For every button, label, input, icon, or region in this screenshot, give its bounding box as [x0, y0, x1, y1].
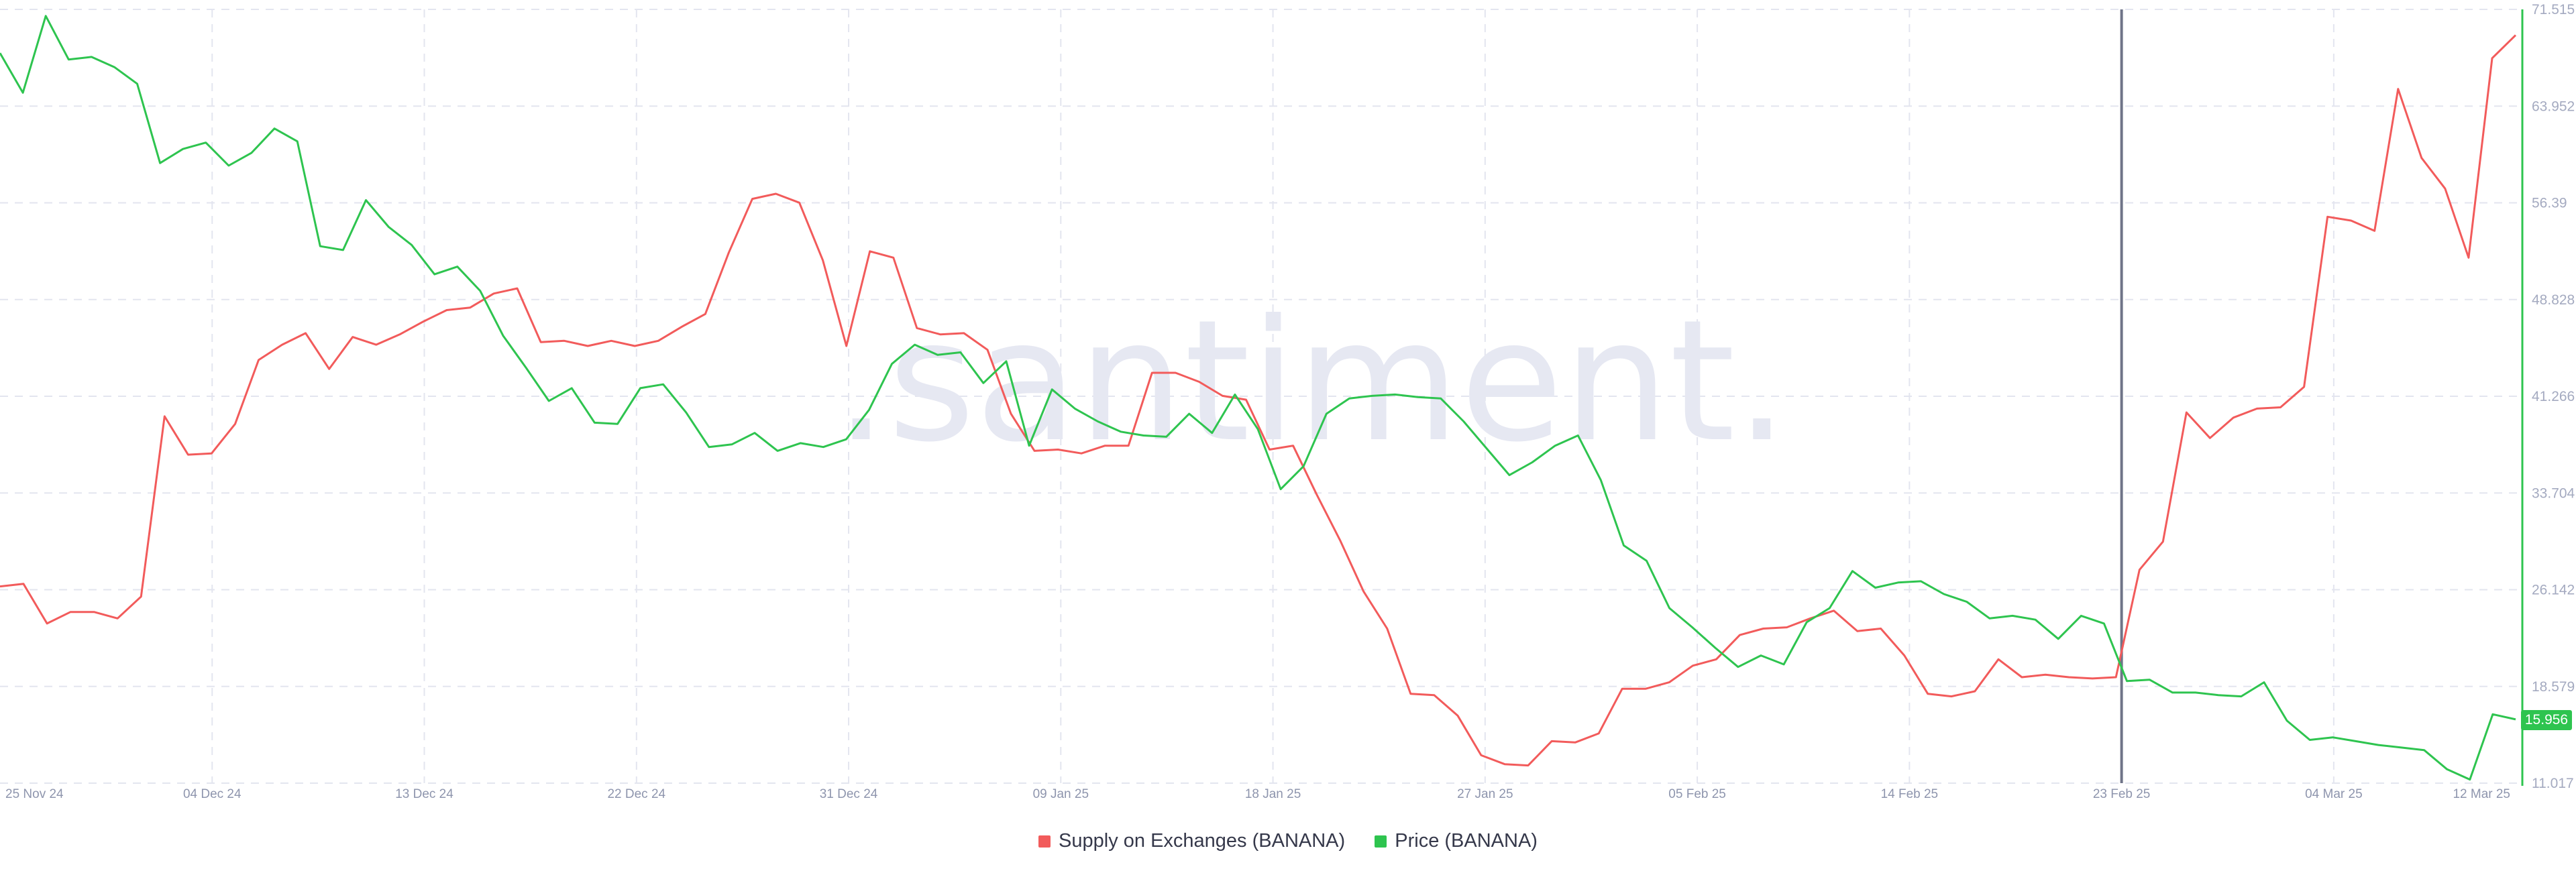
gridlines [0, 9, 2522, 784]
y-tick-label: 11.017 [2532, 776, 2574, 791]
x-tick-label: 22 Dec 24 [607, 787, 665, 801]
x-tick-label: 25 Nov 24 [5, 787, 64, 801]
legend-label-supply: Supply on Exchanges (BANANA) [1059, 830, 1346, 852]
y-tick-label: 63.952 [2532, 99, 2575, 114]
x-axis-tick-labels: 25 Nov 24 04 Dec 24 13 Dec 24 22 Dec 24 31 D… [5, 787, 2510, 801]
y-tick-label: 18.579 [2532, 679, 2575, 695]
legend-item-price[interactable]: Price (BANANA) [1375, 830, 1538, 852]
x-tick-label: 18 Jan 25 [1245, 787, 1301, 801]
supply-series-line [0, 34, 2517, 767]
y-tick-label: 26.142 [2532, 583, 2575, 598]
x-tick-label: 09 Jan 25 [1033, 787, 1089, 801]
y-tick-label: 71.515 [2532, 2, 2575, 17]
x-tick-label: 31 Dec 24 [820, 787, 878, 801]
y-tick-label: 33.704 [2532, 485, 2575, 501]
x-tick-label: 12 Mar 25 [2453, 787, 2510, 801]
x-tick-label: 23 Feb 25 [2093, 787, 2151, 801]
y-axis-tick-labels: 71.515 63.952 56.39 48.828 41.266 33.704 26.14… [2532, 2, 2575, 791]
price-series-line [0, 15, 2516, 781]
legend-item-supply[interactable]: Supply on Exchanges (BANANA) [1038, 830, 1345, 852]
x-tick-label: 13 Dec 24 [395, 787, 453, 801]
y-tick-label: 56.39 [2532, 196, 2567, 211]
legend: Supply on Exchanges (BANANA) Price (BANA… [0, 830, 2576, 853]
series-lines [0, 15, 2517, 781]
x-tick-label: 04 Mar 25 [2305, 787, 2363, 801]
x-tick-label: 05 Feb 25 [1668, 787, 1726, 801]
legend-swatch-price [1375, 835, 1387, 848]
y-tick-label: 48.828 [2532, 292, 2575, 308]
y-tick-label: 41.266 [2532, 389, 2575, 404]
current-price-badge: 15.956 [2521, 709, 2572, 730]
x-tick-label: 27 Jan 25 [1457, 787, 1513, 801]
legend-swatch-supply [1038, 835, 1051, 848]
x-tick-label: 14 Feb 25 [1881, 787, 1939, 801]
legend-label-price: Price (BANANA) [1395, 830, 1538, 852]
x-tick-label: 04 Dec 24 [183, 787, 241, 801]
